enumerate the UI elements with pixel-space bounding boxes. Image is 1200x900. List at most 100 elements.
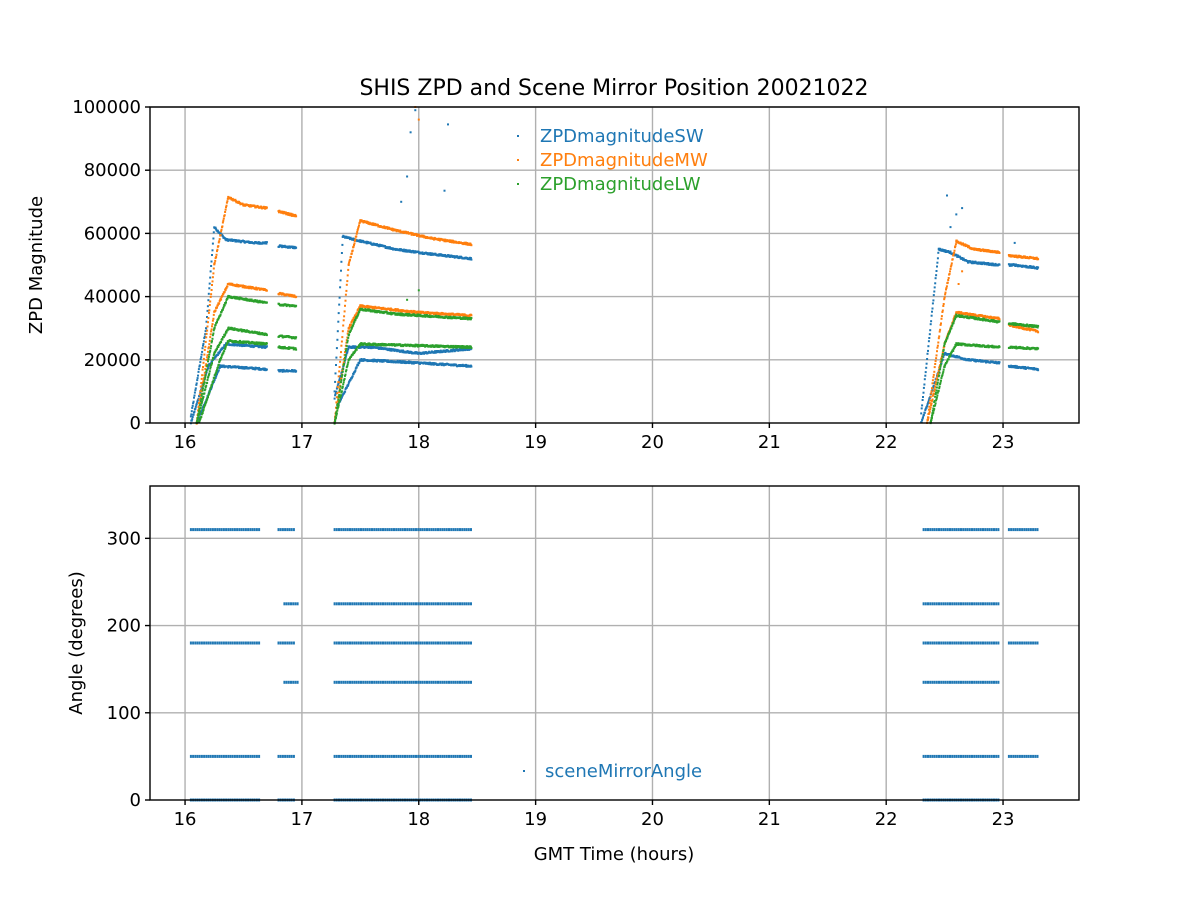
data-point [359, 343, 362, 346]
data-point [336, 330, 339, 333]
data-point [470, 365, 473, 368]
data-point [242, 366, 245, 369]
data-point [219, 364, 222, 367]
data-point [969, 260, 972, 263]
data-point [206, 364, 209, 367]
data-point [207, 376, 209, 379]
data-point [216, 371, 219, 374]
data-point [198, 395, 201, 398]
data-point [223, 290, 226, 293]
data-point [944, 293, 947, 296]
data-point [376, 223, 379, 226]
data-point [927, 413, 930, 415]
data-point [213, 263, 216, 266]
data-point [355, 232, 358, 235]
data-point [200, 382, 203, 384]
data-point [949, 250, 952, 253]
data-point [429, 237, 432, 240]
data-point [260, 341, 262, 344]
data-point [232, 342, 235, 345]
data-point [358, 306, 361, 309]
data-point [218, 300, 221, 302]
data-point [953, 249, 956, 252]
data-point [414, 109, 417, 112]
data-point [347, 361, 350, 364]
data-point [346, 341, 349, 344]
data-point [362, 359, 365, 362]
data-point [937, 341, 940, 344]
data-point [937, 251, 940, 254]
data-point [342, 364, 345, 367]
data-point [470, 347, 473, 349]
data-point [945, 340, 947, 343]
data-point [924, 408, 927, 410]
data-point [940, 360, 943, 363]
data-point [295, 215, 298, 218]
data-point [233, 295, 236, 298]
data-point [205, 372, 208, 375]
data-point [937, 389, 940, 392]
data-point [436, 351, 439, 354]
data-point [402, 248, 405, 251]
data-point [199, 390, 202, 393]
data-point [224, 302, 227, 305]
data-point [220, 311, 223, 314]
data-point [929, 323, 932, 326]
data-point [261, 332, 264, 334]
data-point [353, 320, 356, 323]
data-point [362, 221, 365, 224]
data-point [210, 385, 213, 388]
data-point [404, 248, 407, 251]
data-point [343, 392, 346, 395]
data-point [946, 194, 948, 197]
data-point [462, 316, 465, 319]
data-point [197, 374, 199, 377]
data-point [933, 390, 936, 393]
data-point [281, 370, 284, 373]
data-point [210, 260, 213, 263]
data-point [935, 270, 938, 272]
data-point [933, 401, 936, 403]
data-point [216, 229, 219, 232]
data-point [934, 282, 937, 285]
data-point [375, 359, 378, 362]
data-point [976, 249, 979, 252]
data-point [922, 391, 925, 394]
data-point [214, 372, 217, 375]
data-point [339, 388, 342, 391]
data-point [209, 366, 212, 369]
data-point [292, 346, 295, 349]
data-point [216, 368, 218, 371]
data-point [405, 231, 408, 233]
data-point [952, 349, 955, 352]
data-point [351, 346, 354, 349]
data-point [378, 346, 381, 349]
data-point [933, 370, 936, 373]
data-point [208, 343, 211, 346]
data-point [353, 316, 356, 318]
data-point [221, 338, 224, 341]
data-point [466, 318, 469, 321]
data-point [389, 347, 392, 350]
data-point [927, 416, 930, 419]
data-point [401, 360, 404, 363]
data-point [954, 317, 956, 320]
data-point [347, 382, 350, 385]
data-point [925, 362, 928, 365]
data-point [990, 264, 993, 267]
data-point [210, 328, 213, 331]
data-point [395, 230, 398, 233]
data-point [930, 314, 933, 317]
data-point [340, 379, 343, 382]
data-point [211, 284, 213, 286]
data-point [443, 189, 446, 192]
data-point [214, 377, 217, 379]
data-point [201, 347, 204, 350]
data-point [344, 293, 347, 296]
data-point [936, 373, 939, 376]
data-point [428, 314, 431, 317]
data-point [211, 280, 214, 283]
data-point [945, 338, 948, 341]
data-point [212, 356, 215, 359]
data-point [203, 378, 206, 381]
